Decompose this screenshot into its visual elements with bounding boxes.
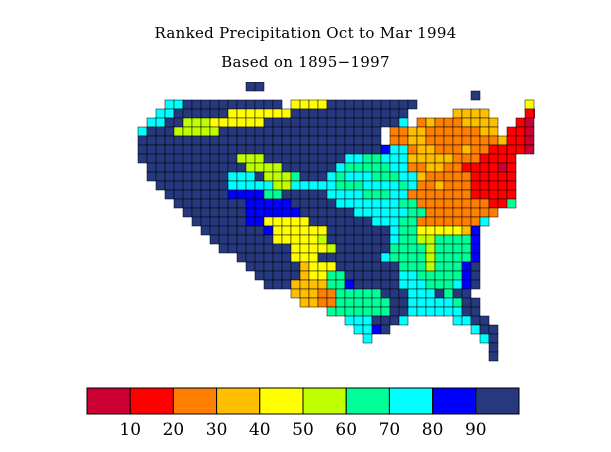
legend-swatch xyxy=(172,387,218,415)
legend-swatch xyxy=(129,387,174,415)
legend-tick-label: 80 xyxy=(422,420,444,440)
legend-tick-label: 20 xyxy=(163,420,185,440)
climate-division xyxy=(407,99,418,110)
legend-swatch xyxy=(475,387,520,415)
climate-division xyxy=(524,144,535,155)
legend-swatch xyxy=(432,387,477,415)
chart-subtitle: Based on 1895−1997 xyxy=(221,53,390,71)
legend-tick-label: 40 xyxy=(249,420,271,440)
climate-division xyxy=(380,324,391,335)
legend-swatch xyxy=(388,387,434,415)
legend-tick-label: 90 xyxy=(465,420,487,440)
legend-tick-label: 10 xyxy=(119,420,141,440)
legend-swatch xyxy=(86,387,131,415)
legend-tick-label: 50 xyxy=(292,420,314,440)
us-precipitation-map xyxy=(137,82,535,362)
climate-division xyxy=(470,90,481,101)
legend-swatch xyxy=(216,387,261,415)
climate-division xyxy=(533,108,535,119)
climate-division xyxy=(506,198,517,209)
climate-division xyxy=(362,333,373,344)
climate-division xyxy=(479,216,490,227)
chart-title: Ranked Precipitation Oct to Mar 1994 xyxy=(154,24,457,42)
climate-division xyxy=(254,82,265,92)
climate-division xyxy=(488,351,499,362)
climate-division xyxy=(398,315,409,326)
legend-swatch xyxy=(345,387,390,415)
legend-tick-label: 70 xyxy=(379,420,401,440)
legend-swatch xyxy=(259,387,304,415)
legend-tick-label: 60 xyxy=(335,420,357,440)
climate-division xyxy=(470,279,481,290)
climate-division xyxy=(488,207,499,218)
legend-swatch xyxy=(302,387,347,415)
legend-tick-label: 30 xyxy=(206,420,228,440)
